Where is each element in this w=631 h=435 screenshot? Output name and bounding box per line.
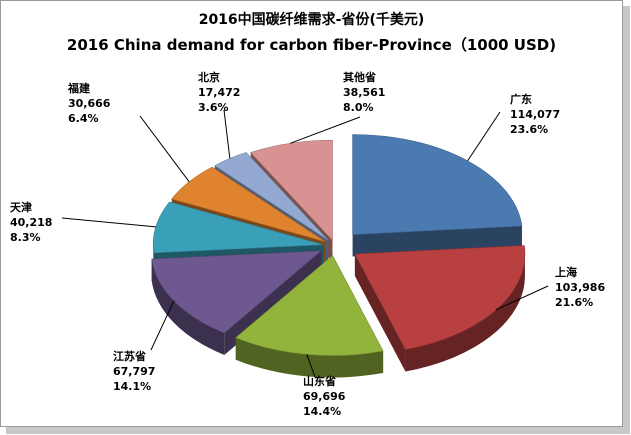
slice-1-name: 广东 <box>510 92 532 106</box>
slice-1-top <box>352 134 523 235</box>
slice-1-value: 114,077 <box>510 108 560 121</box>
slice-2-label: 上海 103,986 21.6% <box>555 265 605 309</box>
slice-7-percent: 3.6% <box>198 101 229 114</box>
slice-7-label: 北京 17,472 3.6% <box>198 70 240 114</box>
slice-7-name: 北京 <box>198 70 220 84</box>
frame-shadow-right <box>623 6 630 432</box>
slice-5-label: 天津 40,218 8.3% <box>10 200 52 244</box>
slice-4-name: 江苏省 <box>113 349 146 363</box>
slice-3-leader-line <box>306 354 316 378</box>
frame-shadow-bottom <box>6 427 630 434</box>
slice-2-value: 103,986 <box>555 281 605 294</box>
slice-8-percent: 8.0% <box>343 101 374 114</box>
slice-2-leader-line <box>495 285 549 311</box>
slice-4-leader-line <box>150 300 175 351</box>
slice-1-label: 广东 114,077 23.6% <box>510 92 560 136</box>
slice-2-name: 上海 <box>555 265 577 279</box>
slice-6-label: 福建 30,666 6.4% <box>67 81 111 125</box>
slice-3-value: 69,696 <box>303 390 346 403</box>
slice-6-percent: 6.4% <box>68 112 99 125</box>
slice-labels: 广东 114,077 23.6% 上海 103,986 21.6% 山东省 69,696 14.… <box>10 70 605 418</box>
slice-8-label: 其他省 38,561 8.0% <box>343 70 385 114</box>
slice-2-percent: 21.6% <box>555 296 593 309</box>
slice-8-name: 其他省 <box>343 70 376 84</box>
slice-3-side <box>235 337 384 378</box>
slice-4-label: 江苏省 67,797 14.1% <box>113 349 155 393</box>
slice-3-name: 山东省 <box>303 374 336 388</box>
slice-4-value: 67,797 <box>113 365 155 378</box>
slice-1-leader-line <box>467 111 501 162</box>
slice-6-value: 30,666 <box>68 97 111 110</box>
slice-3-percent: 14.4% <box>303 405 341 418</box>
slice-5-name: 天津 <box>10 200 32 214</box>
slice-6-leader-line <box>139 115 190 183</box>
slice-5-percent: 8.3% <box>10 231 41 244</box>
pie-slices <box>151 134 526 378</box>
chart-title: 2016中国碳纤维需求-省份(千美元) <box>198 12 425 28</box>
slice-4-top <box>151 250 323 334</box>
slice-8-value: 38,561 <box>343 86 385 99</box>
slice-1-percent: 23.6% <box>510 123 548 136</box>
slice-5-leader-line <box>61 217 156 228</box>
slice-5-value: 40,218 <box>10 216 52 229</box>
chart-subtitle: 2016 China demand for carbon fiber-Provi… <box>66 36 557 54</box>
slice-3-label: 山东省 69,696 14.4% <box>303 374 346 418</box>
slice-4-side <box>151 258 225 356</box>
slice-7-value: 17,472 <box>198 86 240 99</box>
slice-7-leader-line <box>223 109 231 159</box>
pie-chart: 广东 114,077 23.6% 上海 103,986 21.6% 山东省 69,696 14.… <box>10 70 605 418</box>
slice-3-top <box>235 255 384 356</box>
slice-4-percent: 14.1% <box>113 380 151 393</box>
slice-5-top <box>152 201 324 254</box>
slice-2-top <box>354 245 526 350</box>
slice-6-top <box>171 166 326 242</box>
slice-8-leader-line <box>290 116 361 144</box>
leader-lines <box>61 109 549 378</box>
slice-2-wall-2 <box>354 254 406 372</box>
slice-6-name: 福建 <box>67 81 91 95</box>
